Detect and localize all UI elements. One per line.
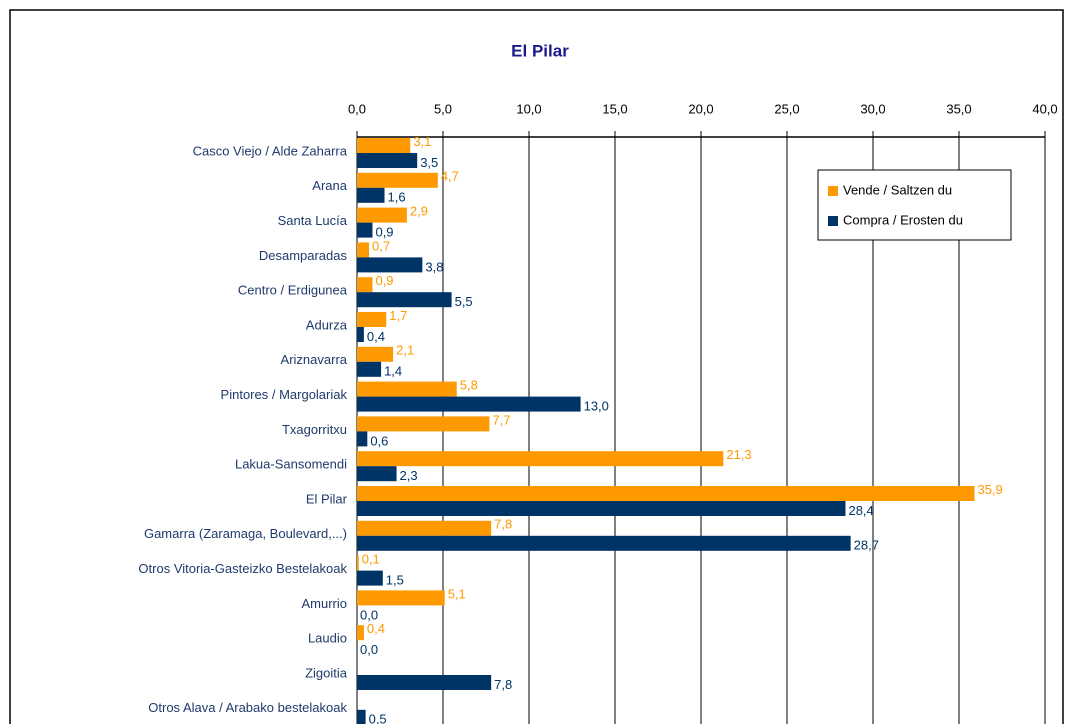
bar (357, 222, 373, 238)
bar (357, 709, 366, 724)
data-label: 0,6 (370, 433, 388, 448)
y-tick-label: Santa Lucía (278, 213, 348, 228)
data-label: 0,7 (372, 238, 390, 253)
y-tick-label: Otros Alava / Arabako bestelakoak (148, 700, 347, 715)
bar (357, 501, 846, 516)
chart-frame (9, 9, 1064, 724)
data-label: 1,5 (386, 573, 404, 588)
bar (357, 535, 851, 551)
bar (357, 187, 385, 203)
legend-swatch (828, 216, 838, 226)
data-label: 2,3 (400, 468, 418, 483)
x-tick-label: 25,0 (774, 101, 799, 116)
data-label: 21,3 (726, 447, 751, 462)
bar (357, 625, 364, 641)
bar (357, 242, 370, 258)
bar (357, 590, 445, 606)
data-label: 1,4 (384, 364, 402, 379)
y-tick-label: Txagorritxu (282, 422, 347, 437)
bar (357, 381, 457, 397)
y-tick-label: Desamparadas (259, 248, 348, 263)
bar (357, 570, 383, 586)
bar (357, 555, 359, 571)
bar (357, 520, 492, 536)
data-label: 0,0 (360, 607, 378, 622)
data-label: 5,1 (448, 586, 466, 601)
data-label: 0,1 (362, 552, 380, 567)
bar (357, 138, 411, 153)
x-tick-label: 15,0 (602, 101, 627, 116)
y-tick-label: Amurrio (301, 596, 347, 611)
y-tick-label: Otros Vitoria-Gasteizko Bestelakoak (138, 561, 347, 576)
y-tick-label: Ariznavarra (281, 352, 348, 367)
data-label: 0,4 (367, 621, 385, 636)
bar (357, 486, 975, 501)
data-label: 0,4 (367, 329, 385, 344)
bar (357, 153, 418, 168)
legend-label: Compra / Erosten du (843, 212, 963, 227)
data-label: 13,0 (584, 399, 609, 414)
bar (357, 257, 423, 273)
y-tick-label: Centro / Erdigunea (238, 283, 348, 298)
x-tick-label: 10,0 (516, 101, 541, 116)
bar (357, 312, 387, 327)
y-tick-label: Pintores / Margolariak (221, 387, 348, 402)
y-tick-label: Lakua-Sansomendi (235, 457, 347, 472)
bar (357, 416, 490, 432)
x-tick-label: 35,0 (946, 101, 971, 116)
x-tick-label: 20,0 (688, 101, 713, 116)
chart-title: El Pilar (511, 41, 569, 60)
bar (357, 361, 382, 377)
y-tick-label: Gamarra (Zaramaga, Boulevard,...) (144, 526, 347, 541)
y-tick-label: El Pilar (306, 491, 348, 506)
data-label: 7,8 (494, 677, 512, 692)
data-label: 28,7 (854, 538, 879, 553)
x-tick-label: 0,0 (348, 101, 366, 116)
x-tick-label: 40,0 (1032, 101, 1057, 116)
data-label: 0,9 (375, 225, 393, 240)
data-label: 5,8 (460, 378, 478, 393)
data-label: 2,1 (396, 343, 414, 358)
data-label: 7,7 (492, 412, 510, 427)
bar (357, 292, 452, 308)
bar (357, 396, 581, 412)
data-label: 3,5 (420, 155, 438, 170)
data-label: 0,9 (375, 273, 393, 288)
data-label: 2,9 (410, 204, 428, 219)
data-label: 4,7 (441, 169, 459, 184)
bar (357, 451, 724, 467)
data-label: 0,0 (360, 642, 378, 657)
data-label: 0,5 (369, 712, 387, 724)
data-label: 3,1 (413, 134, 431, 149)
data-label: 1,7 (389, 308, 407, 323)
data-label: 5,5 (455, 294, 473, 309)
data-label: 7,8 (494, 517, 512, 532)
data-label: 1,6 (388, 190, 406, 205)
x-tick-label: 5,0 (434, 101, 452, 116)
legend-swatch (828, 186, 838, 196)
data-label: 28,4 (848, 503, 873, 518)
data-label: 3,8 (425, 259, 443, 274)
bar (357, 327, 364, 342)
x-tick-label: 30,0 (860, 101, 885, 116)
y-tick-label: Laudio (308, 631, 347, 646)
bar (357, 277, 373, 293)
legend-label: Vende / Saltzen du (843, 182, 952, 197)
data-label: 35,9 (977, 482, 1002, 497)
legend-box (817, 169, 1012, 241)
bar (357, 675, 492, 690)
y-tick-label: Arana (312, 178, 347, 193)
bar (357, 431, 368, 447)
y-tick-label: Adurza (306, 317, 348, 332)
bar (357, 207, 407, 223)
bar (357, 346, 394, 362)
y-tick-label: Casco Viejo / Alde Zaharra (193, 143, 348, 158)
y-tick-label: Zigoitia (305, 665, 348, 680)
bar (357, 172, 438, 188)
bar (357, 466, 397, 482)
